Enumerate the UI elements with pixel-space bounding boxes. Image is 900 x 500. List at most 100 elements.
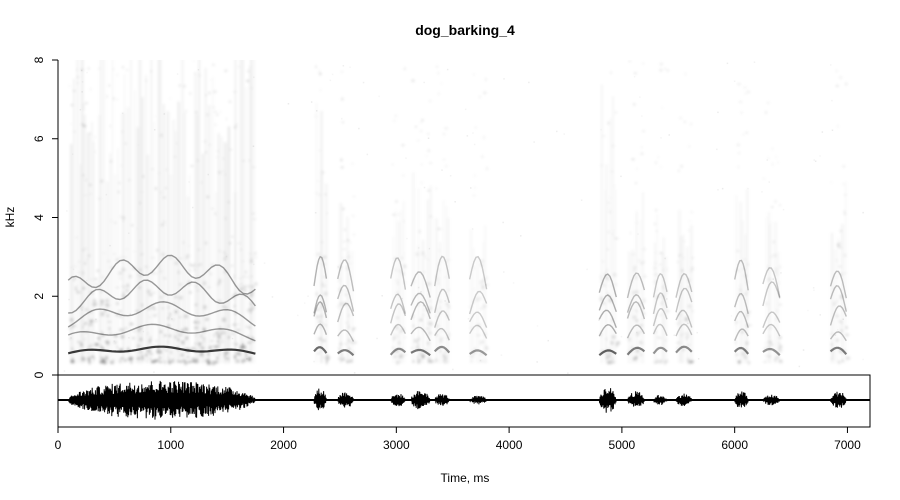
- harmonic-line: [626, 272, 646, 299]
- waveform-burst: [67, 380, 256, 420]
- waveform-burst: [734, 391, 749, 408]
- y-axis: 0 2 4 6 8: [32, 56, 59, 378]
- spectrogram-area: [63, 60, 864, 374]
- bark-segment-energy: [735, 83, 752, 365]
- harmonic-line: [337, 329, 355, 342]
- x-tick-label: 5000: [609, 438, 636, 452]
- harmonic-line: [337, 349, 355, 357]
- harmonic-line: [390, 293, 407, 314]
- bark-segment-energy: [434, 65, 451, 364]
- bark-segment-energy: [68, 60, 258, 366]
- harmonic-line: [67, 301, 256, 328]
- harmonic-line: [434, 310, 450, 328]
- harmonic-line: [410, 348, 431, 357]
- harmonic-line: [313, 323, 328, 335]
- harmonic-line: [468, 311, 488, 328]
- harmonic-line: [734, 292, 749, 314]
- harmonic-line: [598, 294, 617, 313]
- x-tick-label: 0: [55, 438, 62, 452]
- bark-segment-energy: [315, 65, 330, 365]
- harmonic-line: [410, 271, 431, 298]
- harmonic-line: [652, 323, 668, 337]
- waveform-burst: [410, 391, 431, 410]
- harmonic-line: [390, 323, 407, 336]
- harmonic-line: [675, 345, 693, 354]
- harmonic-line: [313, 255, 328, 287]
- harmonic-line: [829, 285, 847, 312]
- x-axis: 0 1000 2000 3000 4000 5000 6000 7000: [55, 426, 861, 452]
- harmonic-line: [762, 281, 781, 307]
- harmonic-line: [598, 309, 617, 328]
- harmonic-line: [652, 307, 668, 327]
- harmonic-line: [626, 300, 646, 320]
- waveform-burst: [469, 395, 488, 405]
- y-tick-label: 6: [32, 135, 46, 142]
- harmonic-line: [67, 345, 256, 355]
- waveform-burst: [598, 388, 617, 413]
- harmonic-line: [652, 346, 668, 355]
- harmonic-line: [762, 323, 781, 337]
- harmonic-line: [67, 254, 256, 295]
- harmonic-line: [598, 323, 617, 337]
- bark-segment-energy: [391, 67, 407, 365]
- harmonic-line: [734, 259, 749, 291]
- y-tick-label: 4: [32, 214, 46, 221]
- waveform-burst: [390, 394, 406, 407]
- x-tick-label: 7000: [834, 438, 861, 452]
- waveform-burst: [830, 391, 847, 408]
- x-tick-label: 6000: [721, 438, 748, 452]
- bark-segment-energy: [628, 60, 647, 364]
- harmonic-line: [829, 305, 847, 326]
- harmonic-line: [598, 349, 617, 357]
- harmonic-line: [434, 255, 450, 287]
- bark-segment-energy: [411, 79, 435, 364]
- harmonic-line: [626, 324, 646, 339]
- harmonic-line: [829, 270, 847, 299]
- bark-segment-energy: [762, 101, 783, 364]
- harmonic-line: [762, 311, 781, 328]
- bark-segment-energy: [830, 70, 850, 365]
- harmonic-line: [433, 345, 451, 354]
- harmonic-line: [468, 255, 488, 290]
- harmonic-line: [337, 302, 355, 323]
- harmonic-line: [734, 310, 749, 328]
- bark-segment-energy: [653, 62, 670, 365]
- y-tick-label: 8: [32, 56, 46, 63]
- harmonic-line: [434, 327, 450, 341]
- waveform-burst: [675, 393, 693, 406]
- harmonic-line: [313, 301, 328, 319]
- harmonic-line: [313, 346, 328, 354]
- waveform-area: [58, 380, 870, 420]
- harmonic-line: [468, 324, 488, 339]
- waveform-burst: [337, 392, 354, 408]
- y-axis-label: kHz: [3, 207, 17, 228]
- harmonic-line: [337, 284, 355, 312]
- harmonic-line: [67, 323, 256, 342]
- harmonic-line: [733, 346, 750, 355]
- harmonic-line: [313, 294, 328, 314]
- harmonic-line: [829, 346, 848, 355]
- harmonic-line: [410, 301, 431, 321]
- spectrogram-background-noise: [63, 61, 864, 374]
- harmonic-line: [652, 272, 668, 298]
- harmonic-line: [598, 273, 617, 298]
- x-tick-label: 4000: [496, 438, 523, 452]
- bark-segment-energy: [337, 70, 357, 364]
- y-tick-label: 2: [32, 293, 46, 300]
- harmonic-line: [68, 279, 256, 314]
- y-tick-label: 0: [32, 371, 46, 378]
- harmonic-line: [675, 272, 693, 298]
- x-tick-label: 3000: [383, 438, 410, 452]
- bark-segment-energy: [599, 71, 621, 365]
- harmonic-line: [337, 259, 355, 292]
- harmonic-line: [762, 347, 781, 356]
- harmonic-line: [390, 303, 407, 324]
- harmonic-line: [762, 267, 781, 298]
- harmonic-line: [675, 287, 693, 313]
- harmonic-line: [675, 309, 693, 328]
- waveform-burst: [627, 391, 645, 407]
- harmonic-line: [626, 346, 646, 356]
- harmonic-line: [389, 347, 407, 356]
- chart-title: dog_barking_4: [415, 22, 515, 38]
